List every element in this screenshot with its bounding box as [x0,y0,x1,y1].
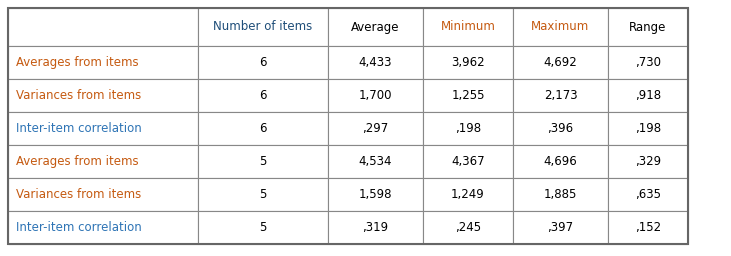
Text: ,319: ,319 [363,221,389,234]
Text: 3,962: 3,962 [451,56,485,69]
Text: ,730: ,730 [635,56,661,69]
Text: 5: 5 [260,155,267,168]
Bar [328,145,423,178]
Text: Variances from items: Variances from items [16,188,141,201]
Bar [608,178,688,211]
Bar [328,178,423,211]
Text: Variances from items: Variances from items [16,89,141,102]
Text: 6: 6 [260,89,267,102]
Text: ,198: ,198 [455,122,481,135]
Bar [198,8,328,46]
Bar [198,46,328,79]
Bar [328,8,423,46]
Bar [513,112,608,145]
Text: ,152: ,152 [635,221,661,234]
Bar [423,8,513,46]
Bar [423,79,513,112]
Bar [8,79,198,112]
Text: Inter-item correlation: Inter-item correlation [16,221,142,234]
Text: 6: 6 [260,56,267,69]
Bar [8,178,198,211]
Bar [198,79,328,112]
Bar [608,211,688,244]
Text: 5: 5 [260,221,267,234]
Bar [513,178,608,211]
Bar [423,178,513,211]
Text: ,198: ,198 [635,122,661,135]
Text: Maximum: Maximum [531,20,590,34]
Text: ,918: ,918 [635,89,661,102]
Bar [513,8,608,46]
Bar [513,79,608,112]
Bar [608,112,688,145]
Text: Number of items: Number of items [213,20,313,34]
Bar [8,112,198,145]
Bar [198,211,328,244]
Text: 4,367: 4,367 [451,155,485,168]
Bar [423,46,513,79]
Text: 4,696: 4,696 [544,155,577,168]
Bar [423,145,513,178]
Bar [513,46,608,79]
Bar [328,46,423,79]
Text: ,397: ,397 [548,221,574,234]
Text: Range: Range [629,20,667,34]
Text: Averages from items: Averages from items [16,56,139,69]
Bar [328,211,423,244]
Bar [328,79,423,112]
Bar [8,145,198,178]
Text: 2,173: 2,173 [544,89,577,102]
Text: 1,249: 1,249 [451,188,485,201]
Bar [513,145,608,178]
Text: 1,255: 1,255 [451,89,485,102]
Text: 6: 6 [260,122,267,135]
Bar [423,112,513,145]
Bar [423,211,513,244]
Text: ,396: ,396 [548,122,574,135]
Text: 1,885: 1,885 [544,188,577,201]
Bar [608,145,688,178]
Text: ,329: ,329 [635,155,661,168]
Bar [198,145,328,178]
Bar [608,8,688,46]
Text: Inter-item correlation: Inter-item correlation [16,122,142,135]
Text: 4,692: 4,692 [544,56,577,69]
Text: Average: Average [352,20,400,34]
Bar [198,178,328,211]
Text: 4,433: 4,433 [359,56,393,69]
Text: 5: 5 [260,188,267,201]
Bar [513,211,608,244]
Text: ,297: ,297 [363,122,389,135]
Bar [328,112,423,145]
Text: Averages from items: Averages from items [16,155,139,168]
Text: ,635: ,635 [635,188,661,201]
Bar [608,46,688,79]
Text: Minimum: Minimum [441,20,496,34]
Text: 1,598: 1,598 [359,188,393,201]
Bar [8,46,198,79]
Bar [198,112,328,145]
Text: 4,534: 4,534 [359,155,393,168]
Bar [8,211,198,244]
Text: 1,700: 1,700 [359,89,393,102]
Text: ,245: ,245 [455,221,481,234]
Bar [8,8,198,46]
Bar [608,79,688,112]
